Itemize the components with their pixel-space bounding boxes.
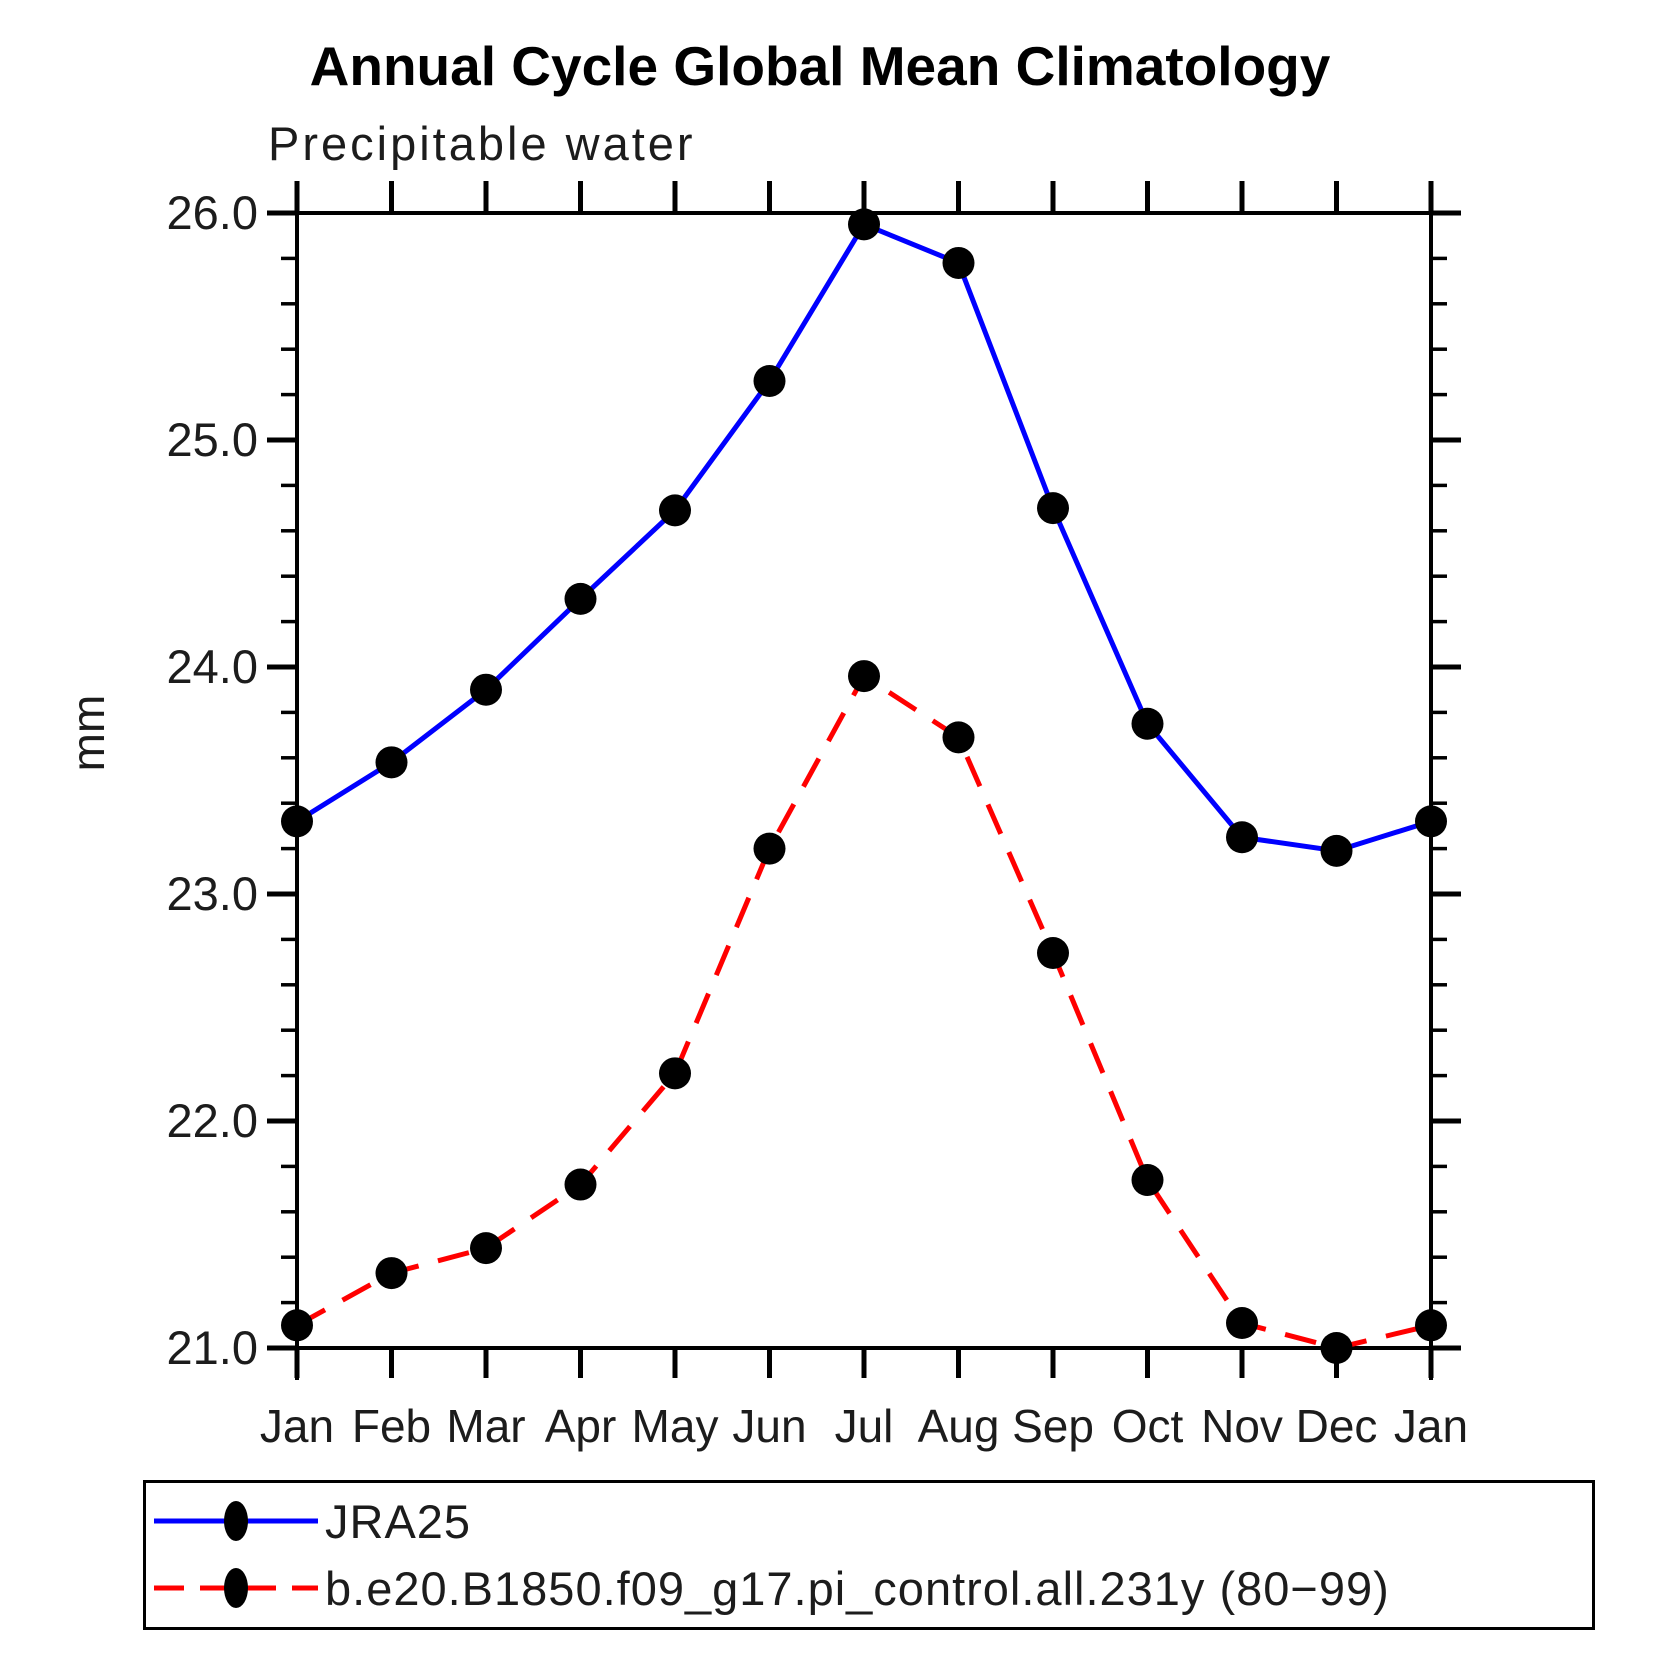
data-point-marker bbox=[564, 1168, 597, 1201]
chart-title: Annual Cycle Global Mean Climatology bbox=[309, 35, 1331, 97]
y-tick-label: 24.0 bbox=[167, 640, 258, 693]
data-point-marker bbox=[1037, 492, 1069, 525]
legend-line-dashed-icon bbox=[154, 1568, 318, 1608]
data-point-marker bbox=[375, 746, 408, 779]
x-tick-label: Nov bbox=[1201, 1400, 1283, 1452]
chart-subtitle: Precipitable water bbox=[268, 117, 696, 170]
data-point-marker bbox=[659, 494, 691, 527]
series-line-model bbox=[295, 672, 1432, 1351]
y-tick-label: 23.0 bbox=[167, 867, 258, 920]
legend-label-jra25: JRA25 bbox=[325, 1494, 472, 1548]
data-point-marker bbox=[1320, 834, 1353, 867]
data-point-marker bbox=[753, 364, 786, 397]
data-point-marker bbox=[1037, 937, 1069, 970]
data-point-marker bbox=[942, 721, 975, 754]
x-tick-label: Jan bbox=[1394, 1400, 1468, 1452]
data-point-marker bbox=[1226, 821, 1258, 854]
x-tick-label: Jun bbox=[732, 1400, 806, 1452]
legend-box: JRA25 b.e20.B1850.f09_g17.pi_control.all… bbox=[143, 1480, 1595, 1630]
data-point-marker bbox=[470, 1232, 502, 1265]
data-point-marker bbox=[281, 805, 313, 838]
x-tick-label: Apr bbox=[545, 1400, 617, 1452]
data-point-marker bbox=[942, 246, 975, 279]
data-point-marker bbox=[848, 208, 880, 241]
data-point-marker bbox=[848, 660, 880, 693]
data-point-marker bbox=[1131, 707, 1164, 740]
x-tick-label: May bbox=[632, 1400, 719, 1452]
data-point-marker bbox=[753, 832, 786, 865]
legend-item-model: b.e20.B1850.f09_g17.pi_control.all.231y … bbox=[151, 1562, 1390, 1615]
x-tick-label: Dec bbox=[1296, 1400, 1378, 1452]
x-tick-label: Sep bbox=[1012, 1400, 1094, 1452]
series-line-jra25 bbox=[295, 221, 1432, 854]
data-point-marker bbox=[1320, 1332, 1353, 1364]
x-tick-label: Jul bbox=[835, 1400, 894, 1452]
legend-label-model: b.e20.B1850.f09_g17.pi_control.all.231y … bbox=[325, 1561, 1390, 1615]
legend-line-solid-icon bbox=[154, 1501, 318, 1541]
data-point-marker bbox=[1131, 1164, 1164, 1197]
legend-item-jra25: JRA25 bbox=[151, 1495, 471, 1548]
y-tick-label: 25.0 bbox=[167, 413, 258, 466]
data-point-marker bbox=[564, 582, 597, 615]
x-tick-label: Jan bbox=[260, 1400, 334, 1452]
data-point-marker bbox=[659, 1057, 691, 1090]
y-axis-label: mm bbox=[62, 694, 114, 772]
data-point-marker bbox=[1226, 1307, 1258, 1340]
data-point-marker bbox=[1415, 1309, 1447, 1342]
data-point-marker bbox=[281, 1309, 313, 1342]
x-tick-label: Oct bbox=[1112, 1400, 1184, 1452]
y-tick-label: 21.0 bbox=[167, 1321, 258, 1374]
data-point-marker bbox=[375, 1257, 408, 1290]
x-tick-label: Aug bbox=[918, 1400, 1000, 1452]
y-tick-label: 26.0 bbox=[167, 186, 258, 239]
data-point-marker bbox=[470, 673, 502, 706]
x-tick-label: Feb bbox=[352, 1400, 431, 1452]
x-tick-label: Mar bbox=[446, 1400, 525, 1452]
data-point-marker bbox=[1415, 805, 1447, 838]
y-tick-label: 22.0 bbox=[167, 1094, 258, 1147]
